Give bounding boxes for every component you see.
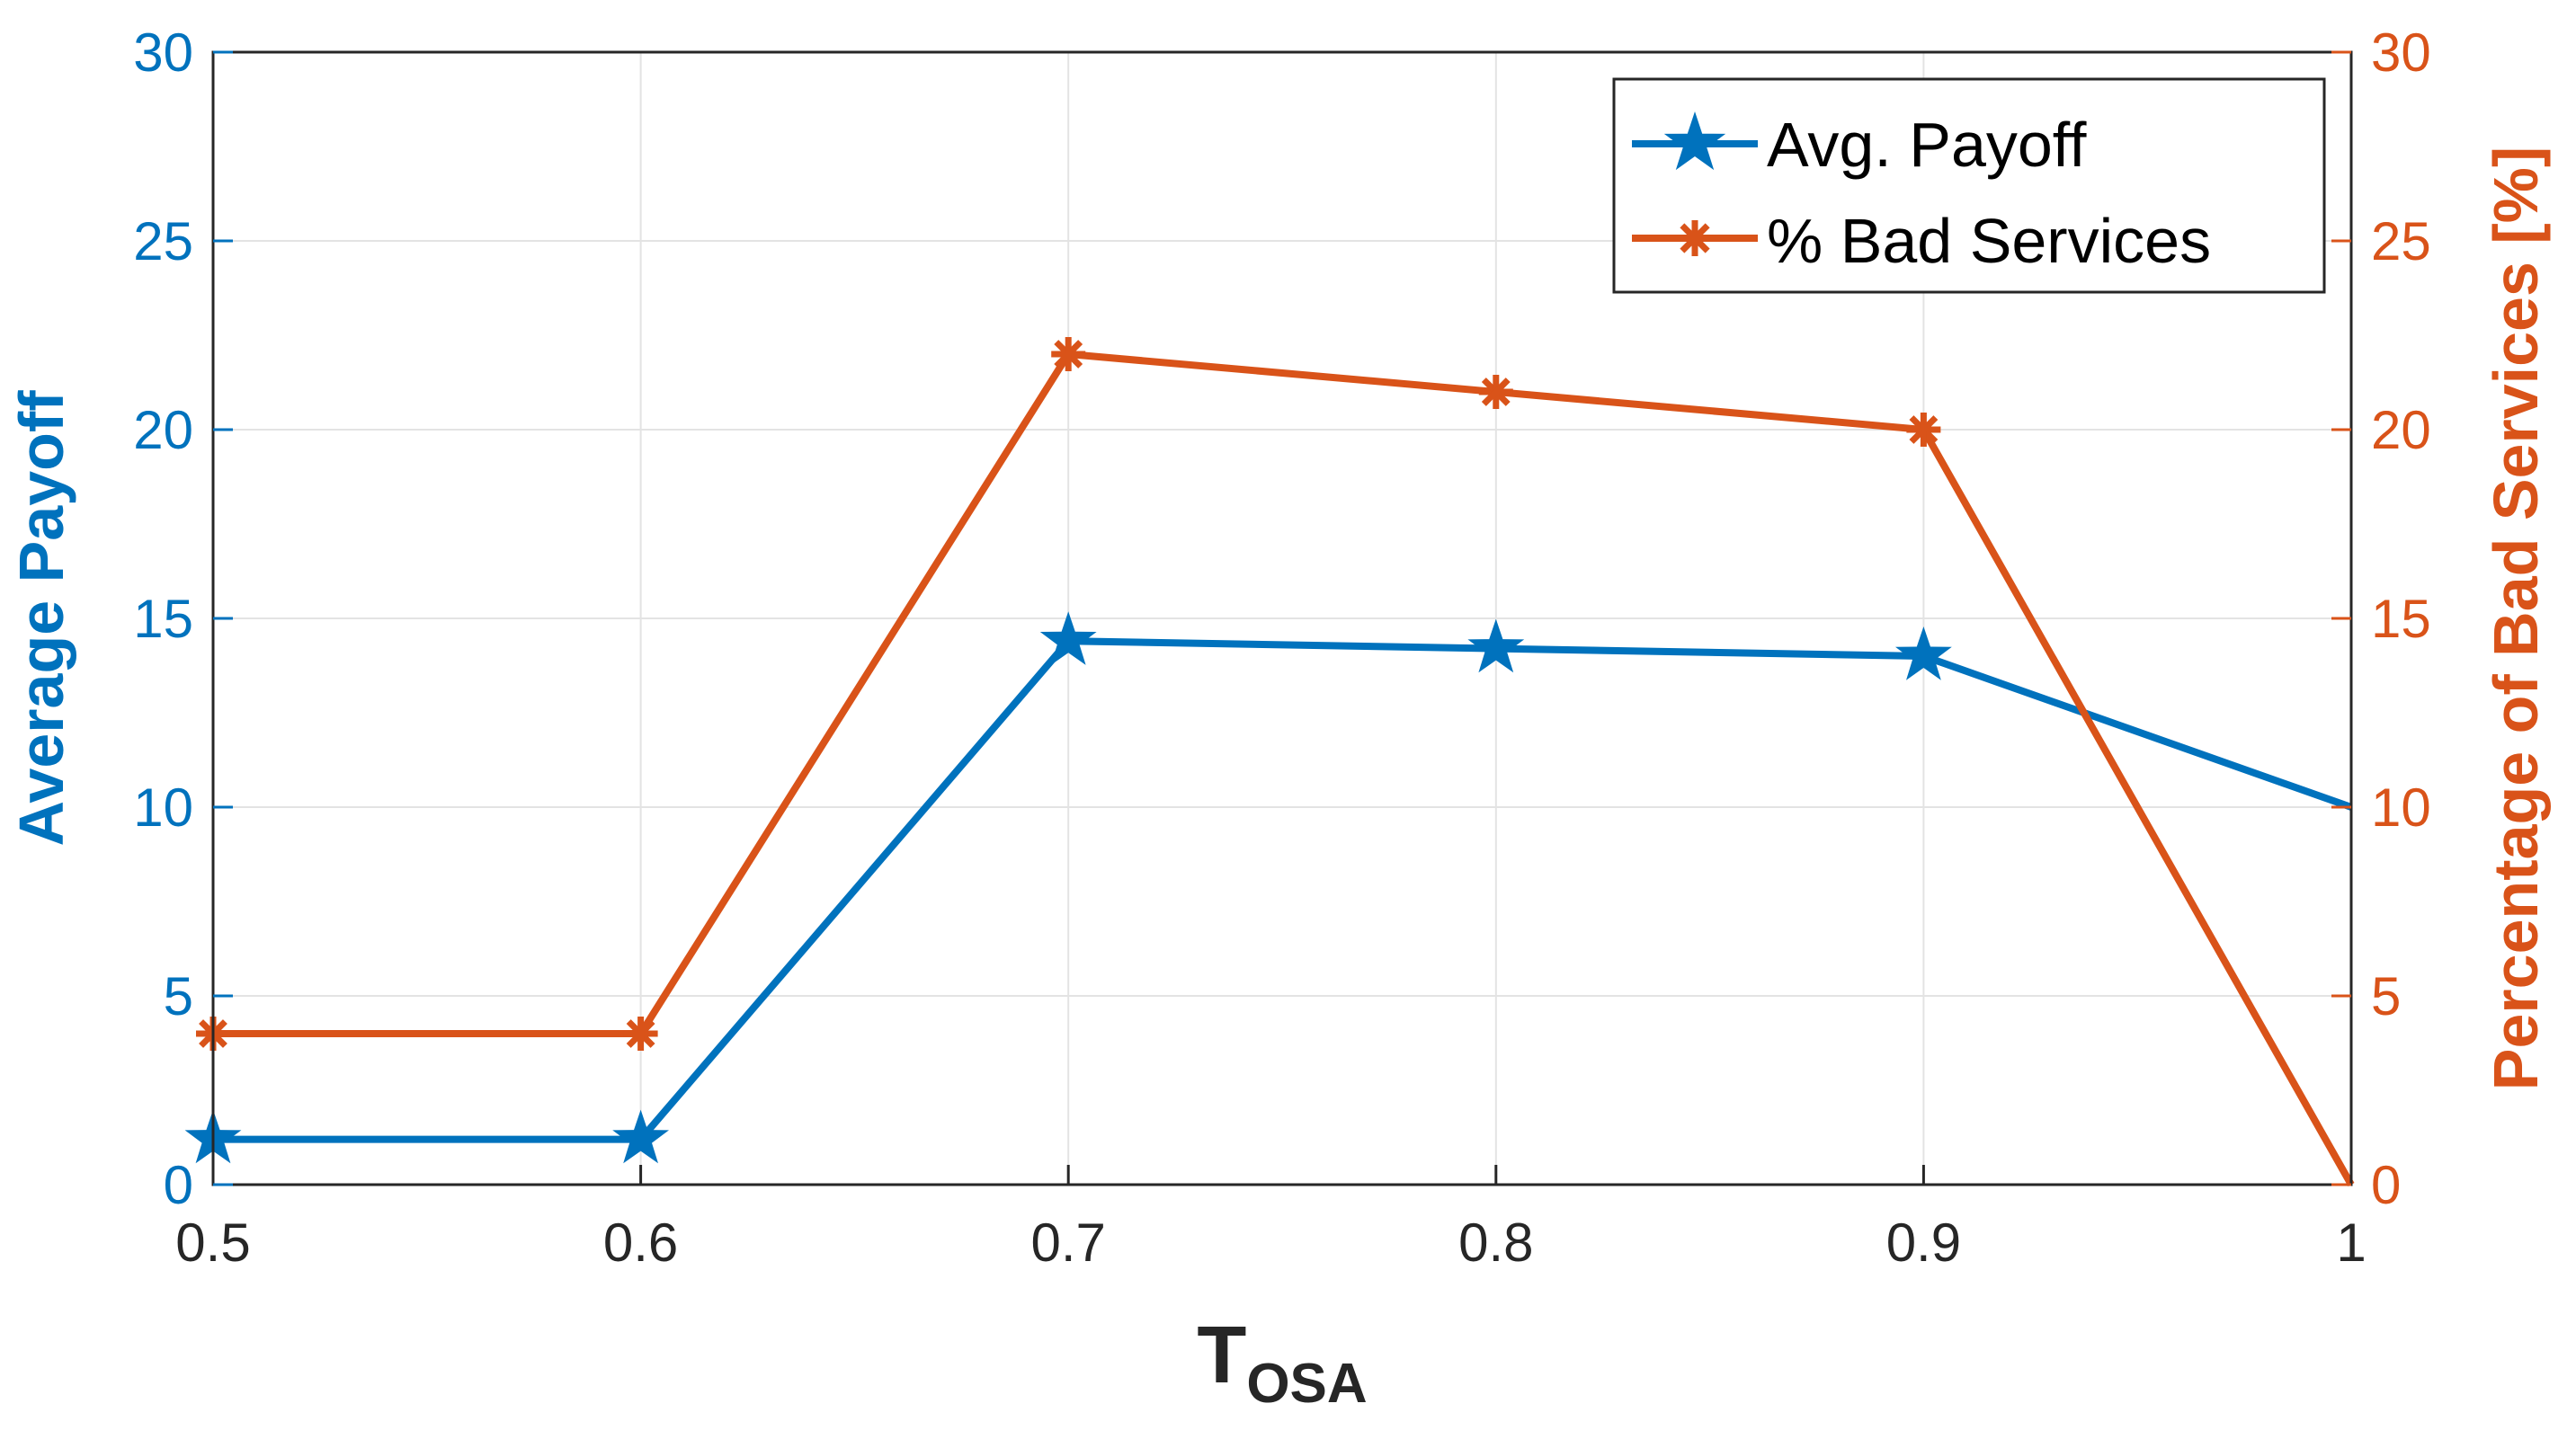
x-tick-label: 1	[2336, 1213, 2366, 1273]
left-y-tick-label: 20	[133, 400, 193, 460]
x-axis-title-subscript: OSA	[1246, 1353, 1367, 1415]
left-y-tick-label: 5	[164, 966, 193, 1026]
asterisk-stroke	[1680, 223, 1710, 253]
left-y-tick-label: 10	[133, 777, 193, 838]
right-y-tick-label: 10	[2371, 777, 2431, 838]
left-y-tick-label: 0	[164, 1155, 193, 1215]
x-tick-label: 0.6	[603, 1213, 678, 1273]
left-y-tick-label: 15	[133, 589, 193, 649]
right-y-tick-label: 20	[2371, 400, 2431, 460]
data-point-avg-payoff	[1467, 618, 1525, 673]
legend-star-marker	[1663, 111, 1726, 171]
left-axis-title: Average Payoff	[6, 390, 76, 847]
right-axis-title: Percentage of Bad Services [%]	[2481, 147, 2551, 1090]
legend: Avg. Payoff % Bad Services	[1612, 77, 2326, 294]
asterisk-stroke	[1054, 340, 1083, 369]
right-y-tick-label: 5	[2371, 966, 2401, 1026]
data-point-avg-payoff	[612, 1109, 669, 1164]
series-line-bad-services	[213, 350, 2355, 1186]
right-y-tick-label: 25	[2371, 211, 2431, 271]
left-y-tick-label: 25	[133, 211, 193, 271]
x-tick-label: 0.9	[1886, 1213, 1961, 1273]
asterisk-stroke	[626, 1019, 655, 1048]
x-axis-title-main: T	[1197, 1310, 1246, 1400]
data-point-avg-payoff	[1039, 611, 1097, 665]
left-y-tick-label: 30	[133, 22, 193, 83]
series-layer	[184, 337, 2355, 1186]
data-point-avg-payoff	[1895, 626, 1952, 680]
legend-label-bad-services: % Bad Services	[1767, 206, 2211, 276]
asterisk-stroke	[1909, 415, 1939, 444]
x-tick-label: 0.7	[1030, 1213, 1105, 1273]
x-axis-title: TOSA	[1197, 1310, 1367, 1415]
right-y-tick-label: 0	[2371, 1155, 2401, 1215]
series-line-avg-payoff	[213, 637, 2353, 1143]
x-tick-label: 0.5	[175, 1213, 250, 1273]
right-y-tick-label: 15	[2371, 589, 2431, 649]
data-point-bad-services	[623, 1017, 658, 1051]
x-tick-label: 0.8	[1458, 1213, 1533, 1273]
asterisk-stroke	[1481, 378, 1511, 406]
legend-asterisk-marker	[1677, 220, 1713, 256]
data-point-bad-services	[1478, 375, 1513, 409]
right-y-tick-label: 30	[2371, 22, 2431, 83]
data-point-bad-services	[1906, 413, 1941, 447]
legend-box	[1612, 77, 2326, 294]
data-point-bad-services	[1051, 337, 1086, 371]
legend-label-avg-payoff: Avg. Payoff	[1767, 110, 2087, 180]
